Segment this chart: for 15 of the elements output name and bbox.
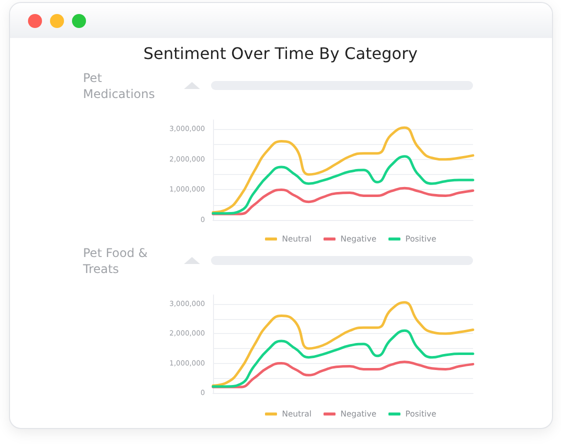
legend-label: Neutral (282, 410, 312, 418)
line-series (212, 301, 474, 387)
line-series (212, 186, 474, 216)
line-series (212, 360, 474, 388)
legend-label: Neutral (282, 234, 312, 244)
line-series (212, 126, 474, 214)
legend-label: Positive (405, 410, 436, 418)
legend-label: Negative (340, 234, 377, 244)
chart-subtitle: Pet Medications (83, 70, 156, 102)
line-series (212, 329, 474, 388)
chart-title: Sentiment Over Time By Category (142, 44, 419, 63)
line-series (212, 155, 474, 215)
legend-label: Negative (340, 410, 377, 418)
legend-label: Positive (405, 234, 436, 244)
text: Pet Food & Treats (83, 245, 149, 277)
